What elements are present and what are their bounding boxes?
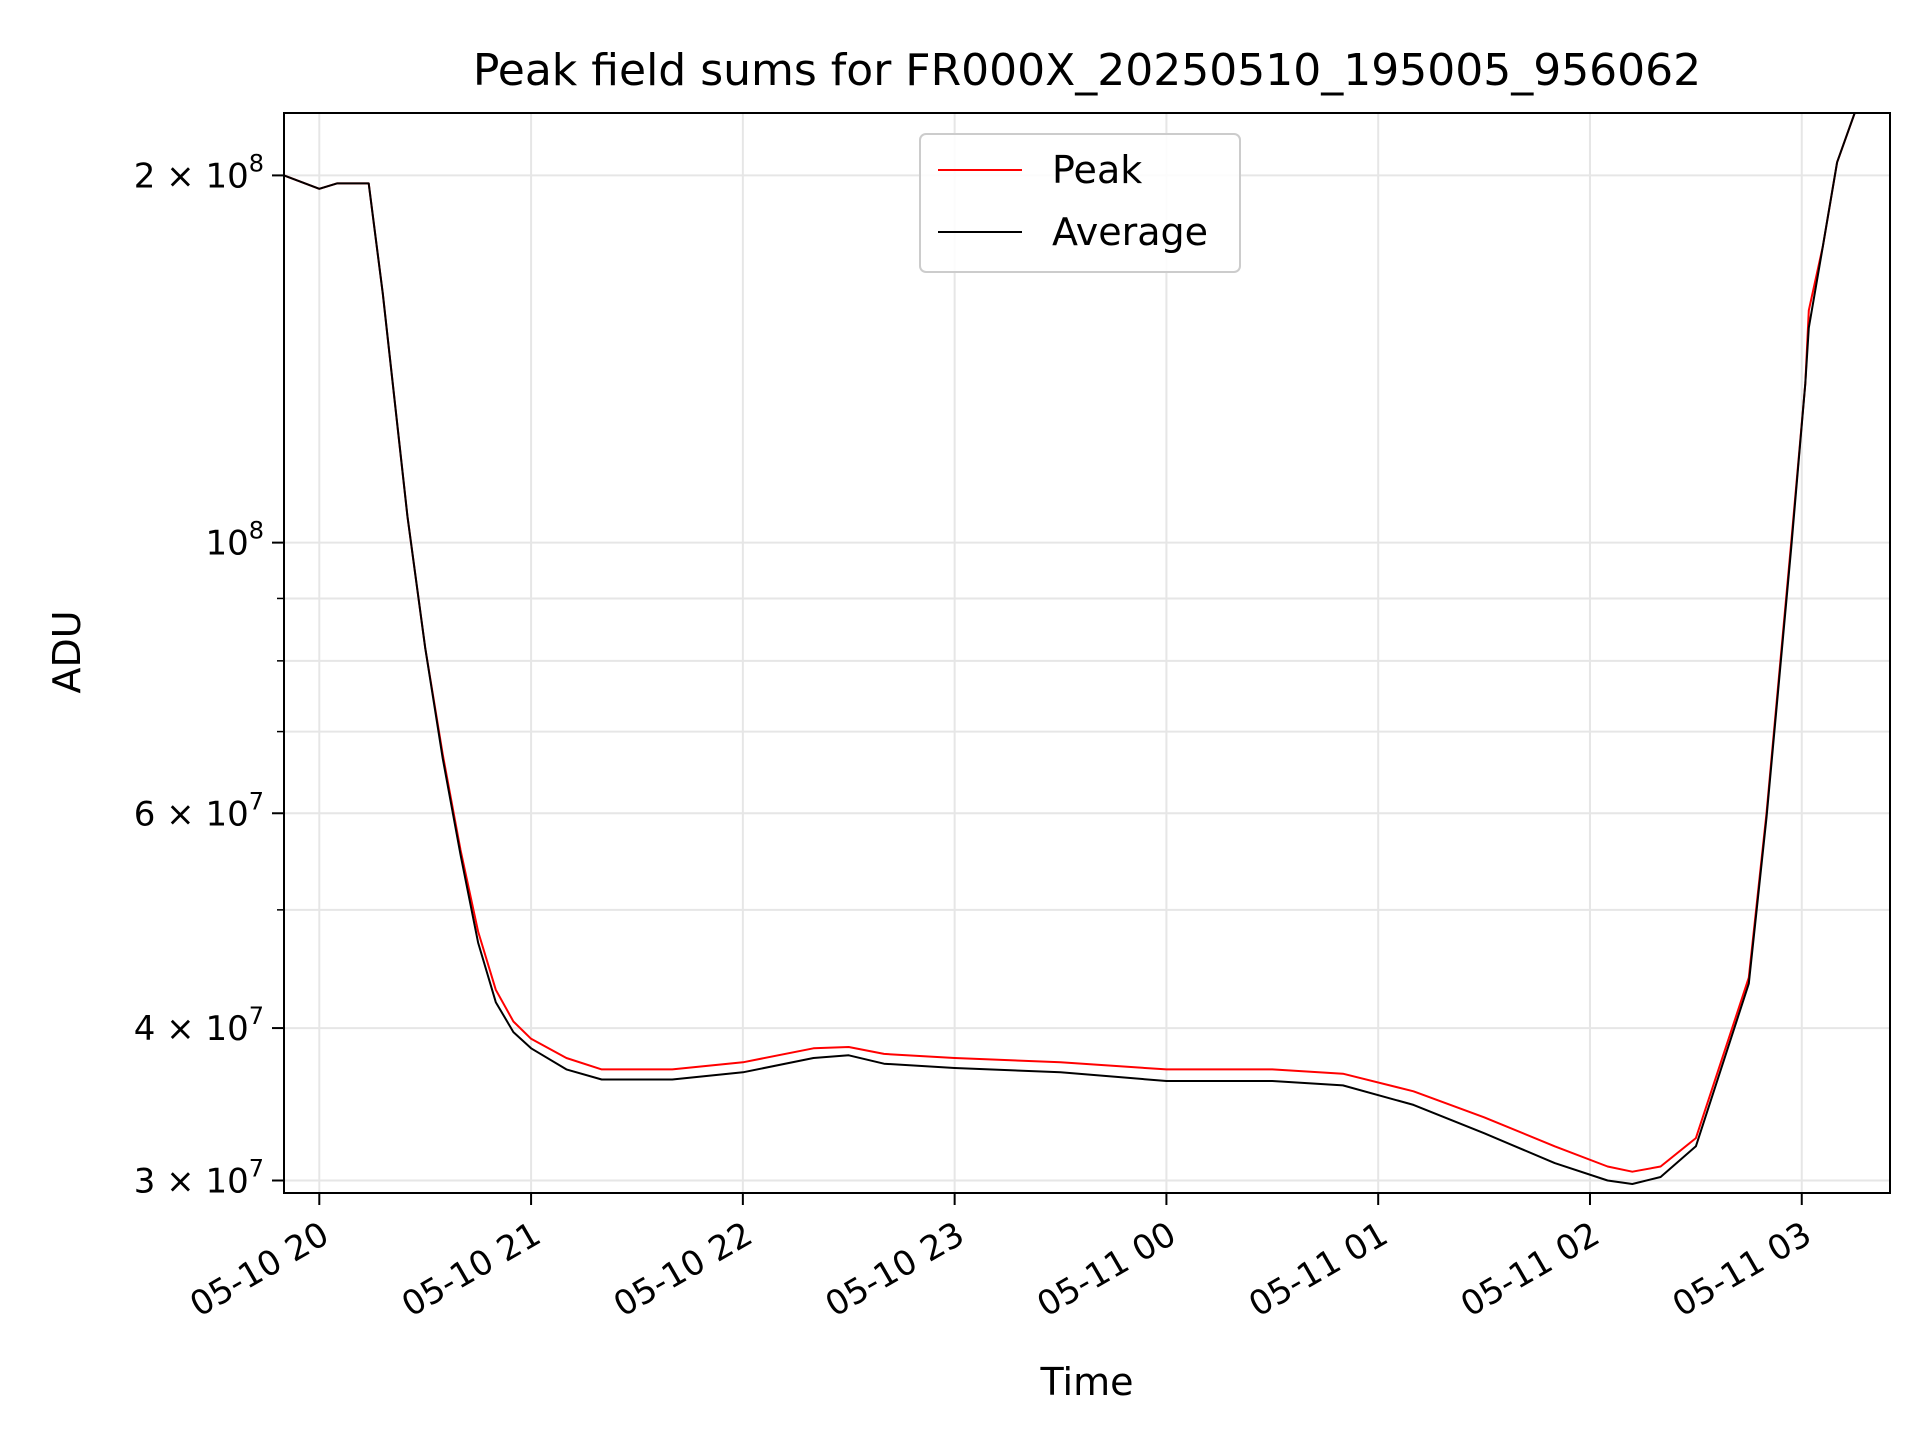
legend-box [919, 133, 1241, 273]
y-tick-label: 2 × 108 [134, 149, 264, 196]
chart-title: Peak field sums for FR000X_20250510_1950… [473, 45, 1701, 96]
x-tick-label: 05-11 03 [1666, 1214, 1818, 1325]
series-line-average [284, 113, 1856, 1185]
legend: Peak Average [919, 133, 1241, 273]
x-axis-label: Time [1040, 1360, 1134, 1404]
x-tick-label: 05-11 01 [1242, 1214, 1394, 1325]
y-tick-label: 108 [205, 517, 264, 564]
y-tick-label: 4 × 107 [134, 1002, 264, 1049]
x-tick-label: 05-10 23 [819, 1214, 971, 1325]
legend-label-average: Average [1052, 210, 1208, 254]
x-tick-label: 05-11 02 [1454, 1214, 1606, 1325]
grid-lines [284, 113, 1890, 1193]
legend-label-peak: Peak [1052, 148, 1142, 192]
x-tick-label: 05-10 20 [183, 1214, 335, 1325]
y-tick-label: 6 × 107 [134, 787, 264, 834]
x-tick-label: 05-10 21 [395, 1214, 547, 1325]
y-tick-label: 3 × 107 [134, 1154, 264, 1201]
x-tick-label: 05-11 00 [1031, 1214, 1183, 1325]
plot-frame [283, 112, 1891, 1194]
series-lines [284, 113, 1856, 1185]
y-axis-label: ADU [45, 610, 89, 693]
x-tick-label: 05-10 22 [607, 1214, 759, 1325]
